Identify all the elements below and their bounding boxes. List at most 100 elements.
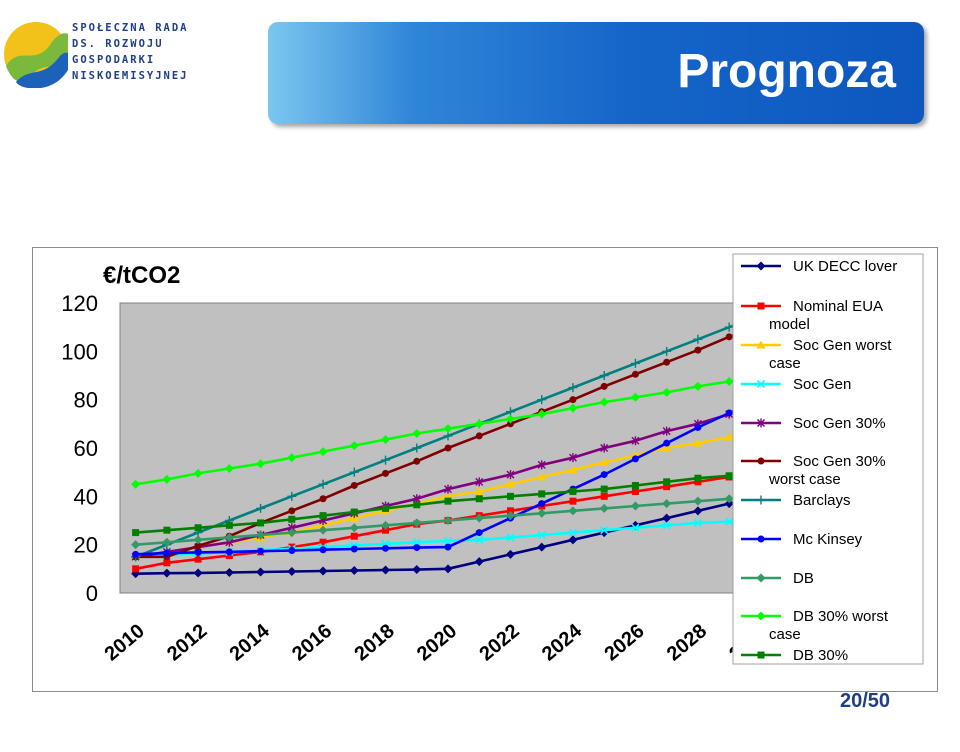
data-point (694, 423, 702, 431)
data-point (443, 536, 453, 546)
data-point (349, 467, 359, 477)
legend-item: Soc Gen 30% (741, 415, 886, 432)
data-point (381, 455, 391, 465)
price-forecast-chart: €/tCO2 0 20 40 60 80 100 120 2010 2012 2014 2016 201… (61, 253, 924, 665)
page-title: Prognoza (677, 45, 896, 98)
data-point (630, 358, 640, 368)
y-axis-label: €/tCO2 (103, 262, 180, 289)
data-point (350, 532, 358, 540)
data-point (725, 409, 733, 417)
data-point (318, 447, 328, 457)
legend-item: DB (741, 570, 814, 587)
data-point (443, 564, 453, 574)
data-point (444, 484, 452, 494)
data-point (506, 533, 515, 542)
data-point (287, 453, 297, 463)
data-point (132, 565, 140, 573)
data-point (724, 377, 734, 387)
series-10 (132, 468, 764, 537)
legend-label: Soc Gen 30% worst case (768, 453, 886, 488)
series-9 (131, 371, 765, 489)
series-0 (131, 491, 765, 579)
data-point (599, 458, 609, 466)
y-tick-label: 60 (74, 436, 98, 461)
data-point (631, 481, 639, 489)
data-point (193, 535, 203, 545)
data-point (256, 459, 266, 469)
legend-item: Nominal EUA model (741, 298, 883, 333)
data-point (569, 488, 577, 495)
data-point (662, 521, 671, 530)
y-tick-label: 100 (61, 339, 98, 364)
data-point (662, 513, 672, 523)
data-point (319, 546, 327, 554)
data-point (443, 424, 453, 434)
x-tick-label: 2020 (413, 620, 461, 665)
data-point (475, 477, 484, 487)
data-point (663, 358, 671, 366)
data-point (568, 528, 578, 537)
data-point (412, 538, 421, 547)
data-point (599, 503, 609, 513)
data-point (631, 370, 639, 378)
data-point (193, 468, 203, 478)
data-point (600, 443, 609, 453)
legend-label: Barclays (793, 492, 851, 509)
data-point (350, 508, 358, 516)
data-point (193, 568, 203, 578)
data-point (257, 519, 265, 527)
data-point (537, 530, 546, 540)
legend-label: UK DECC lover (793, 258, 897, 275)
data-point (663, 439, 671, 447)
data-point (382, 504, 390, 512)
y-tick-label: 0 (86, 581, 98, 606)
data-point (631, 523, 640, 532)
data-point (318, 525, 328, 535)
data-point (724, 322, 734, 332)
data-point (537, 409, 547, 419)
legend-swatch-marker (756, 340, 766, 349)
data-point (537, 472, 547, 481)
data-point (444, 543, 452, 551)
data-point (569, 396, 577, 404)
data-point (600, 526, 609, 535)
data-point (319, 495, 327, 503)
data-point (319, 512, 327, 520)
data-point (599, 397, 609, 407)
logo-blue-wave (16, 52, 68, 88)
data-point (131, 540, 141, 550)
logo-text-line-1: SPOŁECZNA RADA (72, 22, 189, 34)
data-point (506, 420, 514, 428)
data-point (631, 455, 639, 463)
data-point (631, 436, 640, 446)
data-point (131, 569, 141, 579)
legend-label: DB 30% (793, 647, 848, 664)
data-point (412, 565, 422, 575)
data-point (319, 538, 327, 546)
data-point (381, 435, 391, 445)
legend-swatch-marker (757, 651, 765, 659)
data-point (413, 457, 421, 465)
data-point (287, 491, 297, 501)
data-point (630, 501, 640, 511)
data-point (694, 478, 702, 486)
legend-swatch-marker (756, 573, 766, 583)
data-point (413, 544, 421, 552)
data-point (537, 542, 547, 552)
x-tick-label: 2016 (288, 620, 336, 665)
data-point (444, 444, 452, 452)
legend-item: Barclays (741, 492, 851, 509)
data-point (256, 530, 266, 540)
data-point (288, 507, 296, 515)
data-point (474, 513, 484, 523)
data-point (569, 497, 577, 505)
data-point (194, 524, 202, 532)
data-point (663, 483, 671, 491)
data-point (382, 526, 390, 534)
data-point (693, 506, 703, 516)
data-point (475, 529, 483, 537)
data-point (132, 550, 140, 558)
y-tick-label: 80 (74, 388, 98, 413)
legend-label: DB (793, 570, 814, 587)
data-point (693, 438, 703, 447)
